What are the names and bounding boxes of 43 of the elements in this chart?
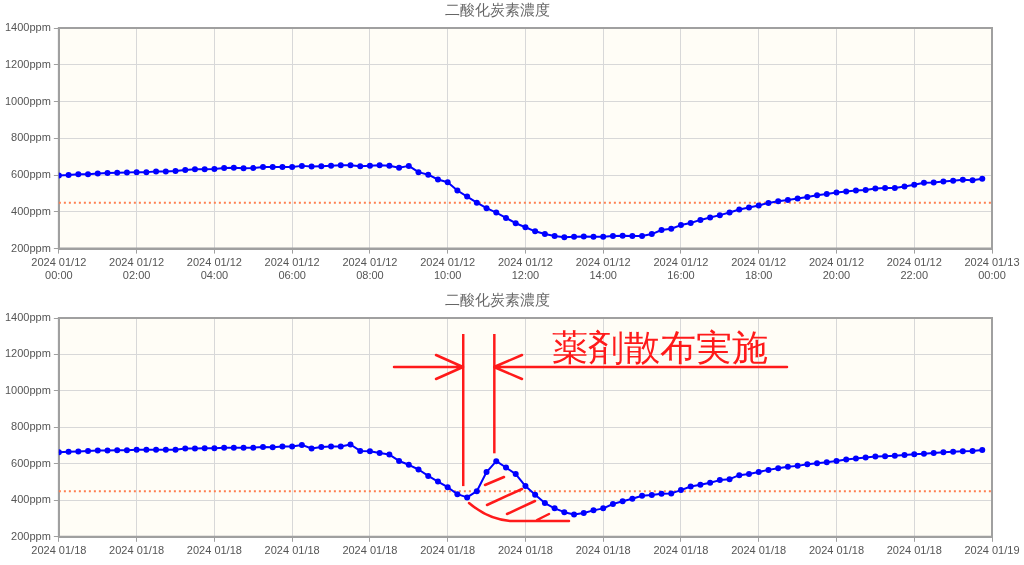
- x-tick-label: 2024 01/18: [186, 544, 242, 557]
- x-tick-label: 2024 01/12 12:00: [497, 256, 553, 282]
- x-tick-label: 2024 01/12 08:00: [342, 256, 398, 282]
- y-tick-label: 1000ppm: [4, 383, 51, 396]
- y-tick-label: 1400ppm: [4, 21, 51, 34]
- x-tick-label: 2024 01/12 02:00: [109, 256, 165, 282]
- x-tick-label: 2024 01/12 14:00: [575, 256, 631, 282]
- x-tick-label: 2024 01/12 16:00: [653, 256, 709, 282]
- y-tick-label: 1000ppm: [4, 94, 51, 107]
- x-tick-label: 2024 01/18: [575, 544, 631, 557]
- x-tick-label: 2024 01/13 00:00: [964, 256, 1020, 282]
- x-tick-label: 2024 01/12 04:00: [186, 256, 242, 282]
- x-tick-label: 2024 01/18: [31, 544, 87, 557]
- x-tick-label: 2024 01/19: [964, 544, 1020, 557]
- y-tick-label: 400ppm: [11, 493, 51, 506]
- x-tick-label: 2024 01/18: [808, 544, 865, 557]
- x-tick-label: 2024 01/12 20:00: [808, 256, 865, 282]
- ref-line-label: 薬剤散布実施: [552, 327, 769, 368]
- y-tick-label: 200ppm: [11, 241, 51, 254]
- y-tick-label: 200ppm: [11, 529, 51, 542]
- x-tick-label: 2024 01/18: [109, 544, 165, 557]
- x-tick-label: 2024 01/18: [420, 544, 476, 557]
- x-tick-label: 2024 01/12 10:00: [420, 256, 476, 282]
- x-tick-label: 2024 01/18: [342, 544, 398, 557]
- y-tick-label: 800ppm: [11, 131, 51, 144]
- chart-title: 二酸化炭素濃度: [444, 290, 550, 309]
- x-tick-label: 2024 01/18: [264, 544, 320, 557]
- y-tick-label: 600ppm: [11, 168, 51, 181]
- y-tick-label: 800ppm: [11, 420, 51, 433]
- x-tick-label: 2024 01/12 18:00: [731, 256, 787, 282]
- x-tick-label: 2024 01/18: [886, 544, 942, 557]
- x-tick-label: 2024 01/18: [653, 544, 709, 557]
- x-tick-label: 2024 01/12 00:00: [31, 256, 87, 282]
- y-tick-label: 1200ppm: [4, 57, 51, 70]
- x-tick-label: 2024 01/18: [497, 544, 553, 557]
- x-tick-label: 2024 01/12 06:00: [264, 256, 320, 282]
- y-tick-label: 400ppm: [11, 204, 51, 217]
- y-tick-label: 600ppm: [11, 456, 51, 469]
- y-tick-label: 1200ppm: [4, 347, 51, 360]
- chart-title: 二酸化炭素濃度: [444, 0, 550, 19]
- x-tick-label: 2024 01/12 22:00: [886, 256, 942, 282]
- y-tick-label: 1400ppm: [4, 311, 51, 324]
- x-tick-label: 2024 01/18: [731, 544, 787, 557]
